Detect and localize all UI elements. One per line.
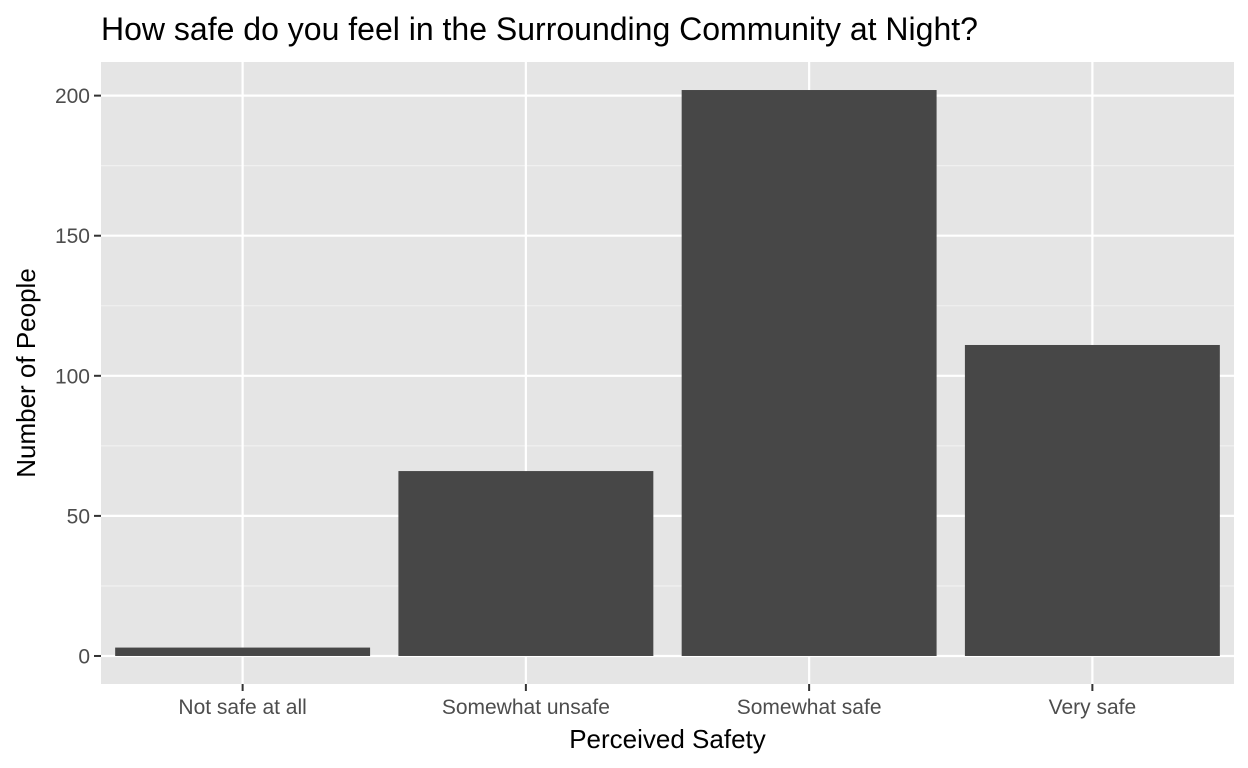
bar-somewhat-safe [681, 90, 937, 656]
x-tick-label: Somewhat safe [737, 696, 882, 719]
y-axis-title: Number of People [11, 268, 41, 478]
x-tick-label: Very safe [1049, 696, 1137, 719]
x-axis-title: Perceived Safety [569, 724, 766, 754]
bars-group [115, 90, 1220, 656]
x-axis: Not safe at all Somewhat unsafe Somewhat s… [178, 684, 1136, 719]
y-axis: 0 50 100 150 200 [55, 85, 101, 668]
bar-very-safe [964, 344, 1220, 656]
bar-not-safe-at-all [115, 647, 371, 656]
y-tick-label: 50 [67, 505, 90, 528]
x-tick-label: Not safe at all [178, 696, 306, 719]
bar-somewhat-unsafe [398, 471, 654, 656]
y-tick-label: 0 [78, 645, 90, 668]
y-tick-label: 100 [55, 365, 90, 388]
chart-title: How safe do you feel in the Surrounding … [101, 11, 978, 47]
y-tick-label: 150 [55, 225, 90, 248]
x-tick-label: Somewhat unsafe [442, 696, 610, 719]
y-tick-label: 200 [55, 85, 90, 108]
